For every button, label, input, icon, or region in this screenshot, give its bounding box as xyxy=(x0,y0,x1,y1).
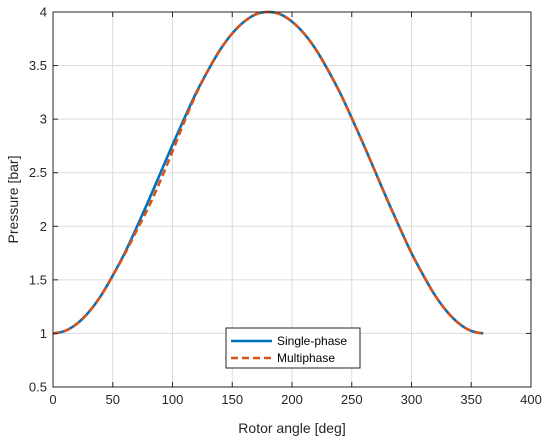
y-tick-label: 3.5 xyxy=(29,58,47,73)
ticks xyxy=(52,11,532,388)
x-tick-label: 300 xyxy=(401,392,423,407)
x-tick-label: 400 xyxy=(520,392,542,407)
legend-label-multiphase: Multiphase xyxy=(277,351,335,365)
x-tick-label: 0 xyxy=(49,392,56,407)
x-tick-label: 250 xyxy=(341,392,363,407)
legend-box xyxy=(225,327,361,369)
legend: Single-phase Multiphase xyxy=(225,327,361,369)
x-axis-label: Rotor angle [deg] xyxy=(238,420,345,436)
x-tick-label: 200 xyxy=(281,392,303,407)
y-tick-label: 4 xyxy=(40,5,47,20)
y-tick-label: 1 xyxy=(40,326,47,341)
x-tick-label: 150 xyxy=(221,392,243,407)
y-tick-label: 2 xyxy=(40,219,47,234)
y-tick-label: 2.5 xyxy=(29,165,47,180)
y-tick-label: 0.5 xyxy=(29,380,47,395)
x-tick-label: 100 xyxy=(162,392,184,407)
y-axis-label: Pressure [bar] xyxy=(5,156,21,244)
x-tick-label: 50 xyxy=(106,392,120,407)
x-tick-label: 350 xyxy=(460,392,482,407)
legend-label-single-phase: Single-phase xyxy=(277,334,347,348)
tick-labels: 0 50 100 150 200 250 300 350 400 0.5 1 1.5 2 2.5 3 3.5 4 xyxy=(29,5,542,408)
y-tick-label: 3 xyxy=(40,112,47,127)
y-tick-label: 1.5 xyxy=(29,272,47,287)
